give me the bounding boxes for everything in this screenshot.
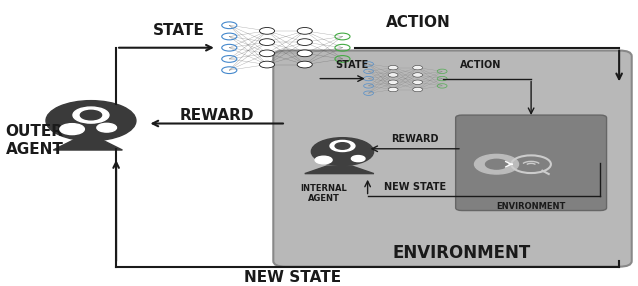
Circle shape bbox=[260, 27, 274, 34]
Circle shape bbox=[297, 61, 312, 68]
Circle shape bbox=[388, 87, 398, 92]
Text: STATE: STATE bbox=[336, 59, 369, 69]
Circle shape bbox=[73, 107, 109, 123]
Text: ENVIRONMENT: ENVIRONMENT bbox=[393, 244, 531, 262]
Text: REWARD: REWARD bbox=[179, 108, 254, 123]
Text: ENVIRONMENT: ENVIRONMENT bbox=[496, 202, 566, 211]
Text: NEW STATE: NEW STATE bbox=[244, 270, 341, 285]
Circle shape bbox=[413, 87, 422, 92]
Circle shape bbox=[475, 154, 519, 174]
Circle shape bbox=[97, 123, 117, 132]
Circle shape bbox=[413, 73, 422, 77]
Circle shape bbox=[260, 61, 274, 68]
Circle shape bbox=[297, 50, 312, 57]
Text: STATE: STATE bbox=[153, 23, 205, 38]
Circle shape bbox=[330, 140, 355, 152]
Circle shape bbox=[297, 27, 312, 34]
Circle shape bbox=[260, 39, 274, 45]
Circle shape bbox=[486, 159, 507, 169]
Text: ACTION: ACTION bbox=[385, 15, 450, 30]
FancyBboxPatch shape bbox=[273, 51, 632, 267]
Circle shape bbox=[413, 65, 422, 70]
Circle shape bbox=[388, 65, 398, 70]
Text: INTERNAL
AGENT: INTERNAL AGENT bbox=[300, 184, 347, 203]
Circle shape bbox=[60, 124, 84, 135]
Circle shape bbox=[413, 80, 422, 84]
Circle shape bbox=[260, 50, 274, 57]
Circle shape bbox=[315, 156, 332, 164]
Circle shape bbox=[311, 138, 374, 166]
Circle shape bbox=[297, 39, 312, 45]
Circle shape bbox=[335, 143, 350, 149]
Circle shape bbox=[352, 156, 365, 162]
Text: NEW STATE: NEW STATE bbox=[383, 182, 446, 192]
Text: REWARD: REWARD bbox=[391, 134, 438, 144]
Circle shape bbox=[388, 80, 398, 84]
Polygon shape bbox=[305, 166, 374, 174]
Circle shape bbox=[46, 101, 136, 141]
FancyBboxPatch shape bbox=[456, 115, 607, 210]
Circle shape bbox=[80, 110, 101, 120]
Polygon shape bbox=[53, 139, 122, 150]
Text: ACTION: ACTION bbox=[460, 59, 501, 69]
Text: OUTER
AGENT: OUTER AGENT bbox=[5, 124, 63, 156]
Circle shape bbox=[388, 73, 398, 77]
